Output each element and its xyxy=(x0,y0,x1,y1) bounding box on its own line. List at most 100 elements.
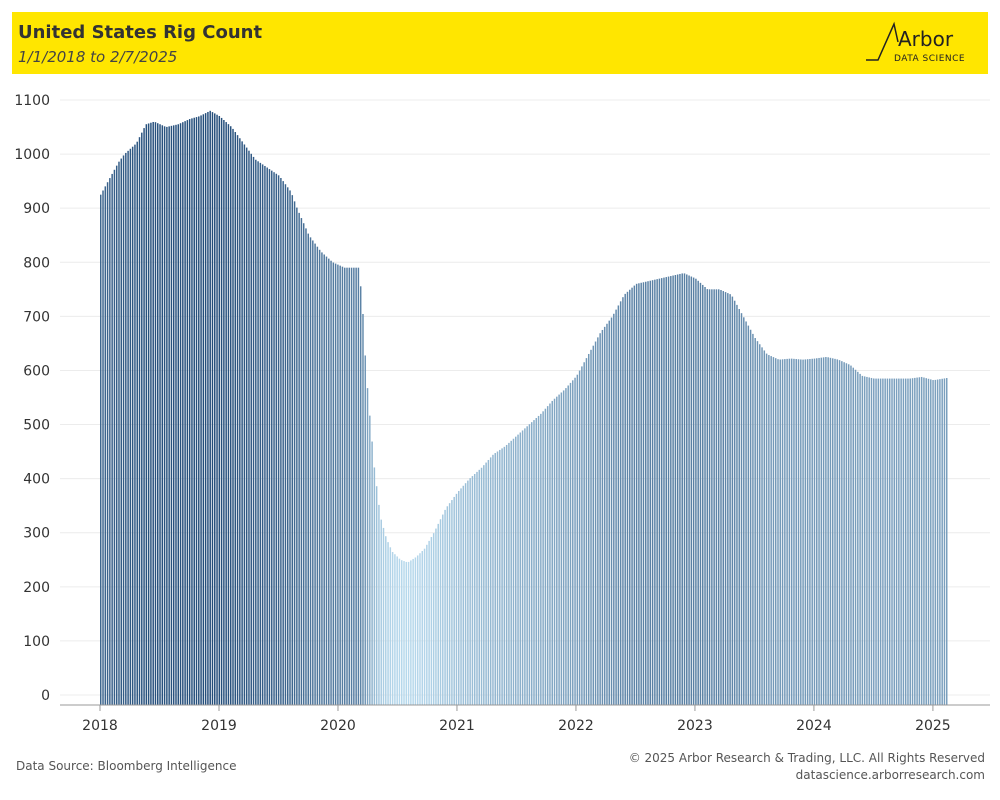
bar xyxy=(280,178,282,705)
bar xyxy=(916,377,918,705)
bar xyxy=(544,408,547,705)
bar xyxy=(134,144,136,705)
bar xyxy=(318,249,321,706)
bar xyxy=(583,362,585,705)
bar xyxy=(248,150,250,705)
bar xyxy=(920,376,923,705)
bar xyxy=(332,262,335,705)
bar xyxy=(672,275,674,705)
bar xyxy=(170,125,173,706)
bar xyxy=(157,123,159,705)
bar xyxy=(403,561,405,705)
bar xyxy=(658,278,661,705)
y-tick-label: 400 xyxy=(23,472,50,488)
bar xyxy=(540,413,542,705)
bar xyxy=(686,274,688,705)
bar xyxy=(638,283,640,705)
bar xyxy=(601,329,604,705)
bar xyxy=(325,256,328,705)
bar xyxy=(448,503,451,705)
copyright-text: © 2025 Arbor Research & Trading, LLC. Al… xyxy=(628,751,985,765)
bar xyxy=(266,167,268,705)
bar xyxy=(546,406,549,705)
bar xyxy=(439,519,442,705)
bar xyxy=(172,125,175,705)
bar xyxy=(519,432,522,705)
bar xyxy=(606,323,608,705)
bar xyxy=(346,267,348,705)
bar xyxy=(560,392,563,705)
bar xyxy=(275,173,278,705)
bar xyxy=(909,378,911,705)
bar xyxy=(640,282,642,705)
bar xyxy=(489,457,492,705)
bar xyxy=(816,358,818,705)
bar xyxy=(209,110,211,705)
bar xyxy=(879,378,882,705)
bar xyxy=(122,155,125,705)
bar xyxy=(690,276,693,705)
bar xyxy=(391,552,394,705)
bar xyxy=(617,305,620,705)
bar xyxy=(184,121,186,705)
bar xyxy=(647,281,649,705)
bar xyxy=(943,378,946,705)
bar xyxy=(442,514,444,705)
bar xyxy=(683,273,686,705)
bar xyxy=(483,465,485,705)
bar xyxy=(161,125,164,705)
bar xyxy=(553,398,556,705)
bar xyxy=(717,289,720,705)
bar xyxy=(195,117,198,705)
bar xyxy=(202,114,205,705)
bar xyxy=(930,379,932,705)
bar xyxy=(286,187,289,705)
bar xyxy=(255,159,257,705)
bar xyxy=(695,278,697,705)
bar xyxy=(863,376,866,705)
bar xyxy=(893,378,896,705)
bar xyxy=(182,122,184,706)
bar xyxy=(355,267,357,705)
bar xyxy=(923,377,925,705)
y-tick-label: 500 xyxy=(23,418,50,434)
bar xyxy=(204,113,207,705)
y-tick-label: 100 xyxy=(23,634,50,650)
bar xyxy=(873,378,875,705)
bar xyxy=(806,359,809,705)
bar xyxy=(341,266,344,705)
bar xyxy=(676,274,679,705)
bar xyxy=(665,277,667,705)
bar xyxy=(480,467,483,705)
bar xyxy=(517,434,519,705)
bar xyxy=(822,357,825,705)
bar xyxy=(797,359,800,705)
y-axis: 0 100 200 300 400 500 600 700 800 900 1000 1100 xyxy=(14,93,50,704)
bar xyxy=(603,326,606,705)
bar xyxy=(168,126,170,705)
bar xyxy=(515,436,517,705)
bar xyxy=(432,533,435,705)
bar xyxy=(633,285,636,705)
bar xyxy=(369,415,371,705)
bar xyxy=(147,123,150,706)
bar xyxy=(328,258,330,705)
bar xyxy=(289,190,291,705)
x-tick-label: 2024 xyxy=(796,718,832,734)
bar xyxy=(193,117,195,706)
bar xyxy=(312,240,314,705)
bar xyxy=(731,296,734,705)
bar xyxy=(166,126,168,705)
bar xyxy=(649,280,652,705)
bar xyxy=(460,488,462,705)
bar xyxy=(216,114,218,705)
bar xyxy=(651,280,654,705)
bar xyxy=(530,422,533,705)
bar xyxy=(125,152,127,706)
bar xyxy=(334,263,337,705)
bar xyxy=(845,363,848,705)
x-tick-label: 2025 xyxy=(915,718,951,734)
bar xyxy=(503,446,506,705)
bar xyxy=(271,170,273,705)
bar xyxy=(820,357,823,705)
